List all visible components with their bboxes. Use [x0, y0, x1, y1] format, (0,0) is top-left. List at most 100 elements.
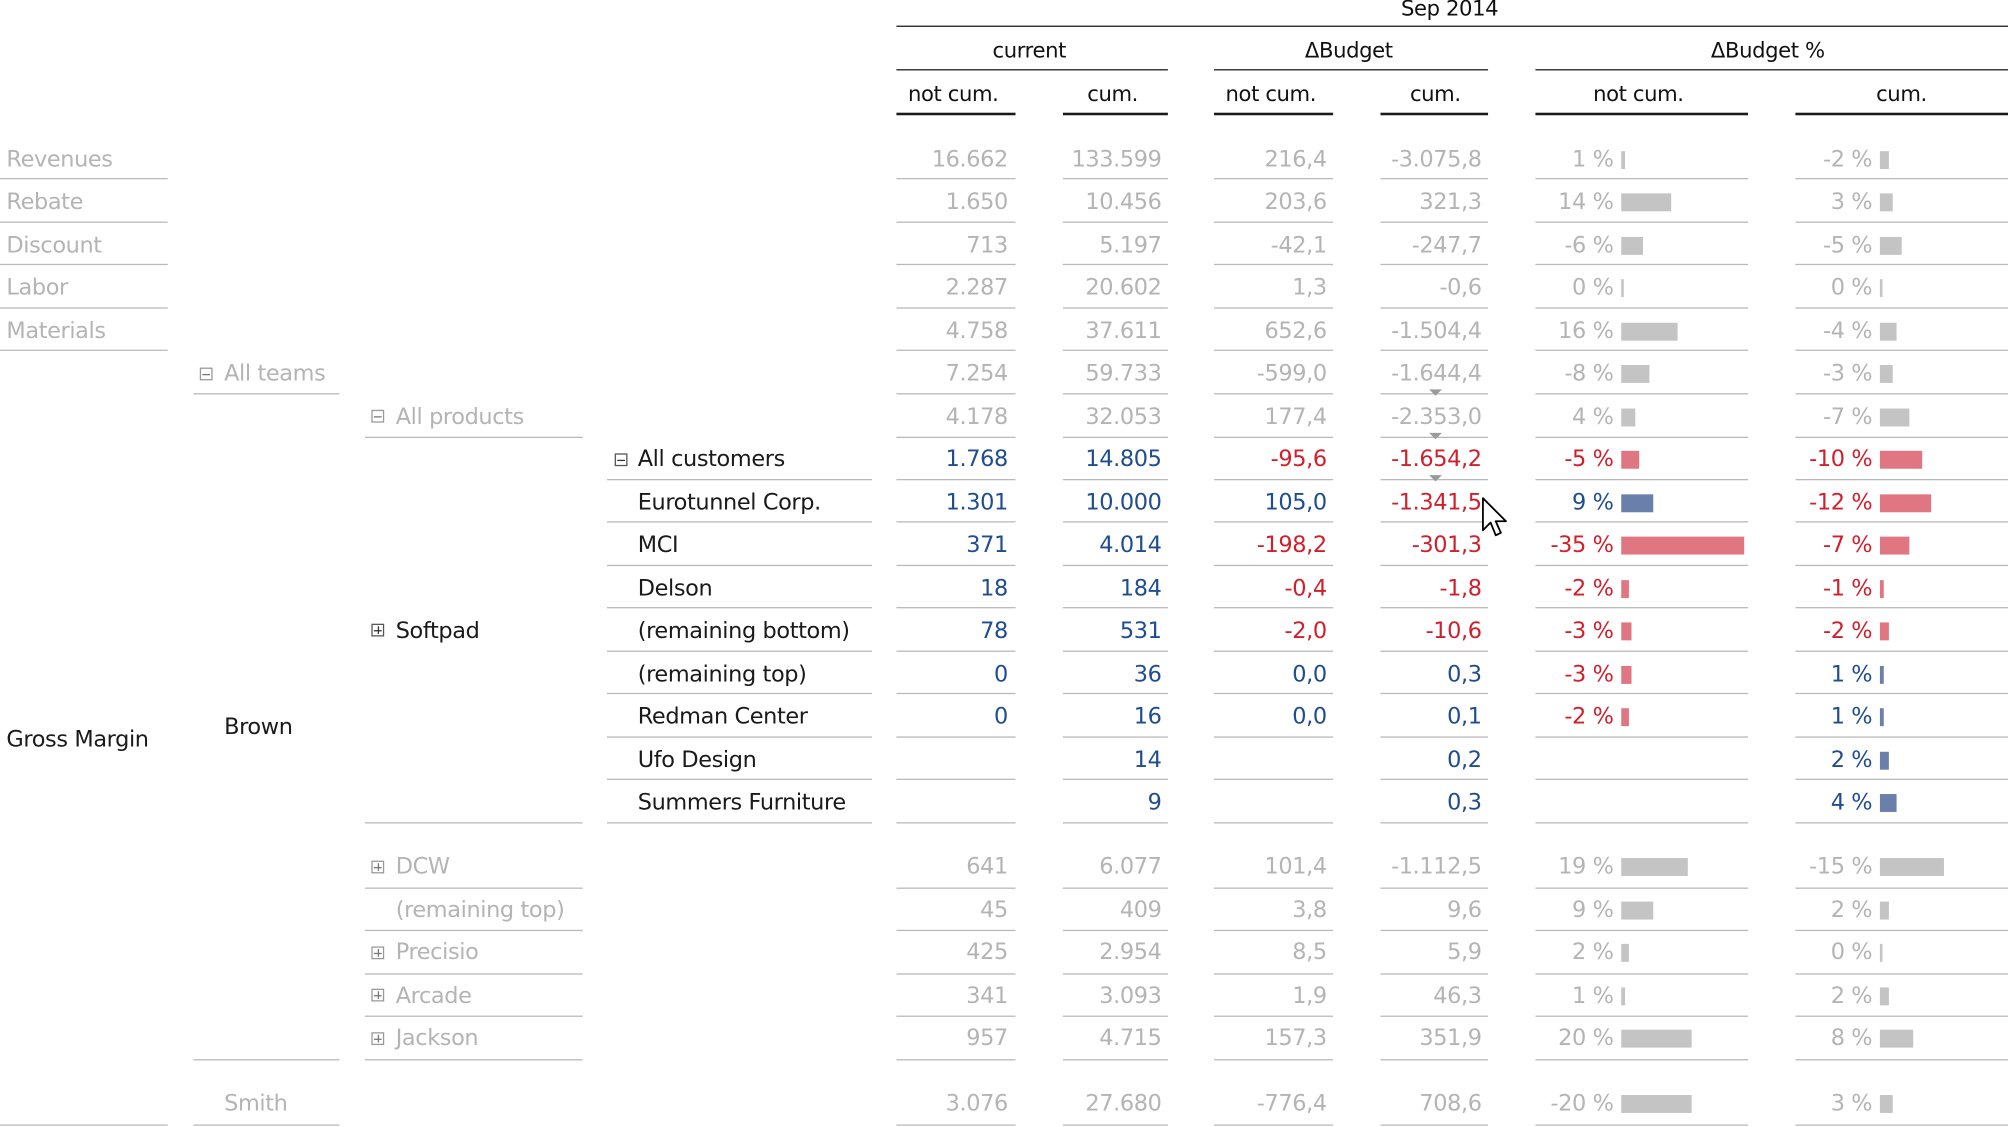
cell-divider: [1380, 822, 1489, 824]
subcol-underline: [1535, 112, 1749, 116]
cell-budget-cum: 0,3: [1447, 662, 1482, 688]
bar-budget-pct-cum: [1879, 943, 1883, 962]
collapse-all-products-icon[interactable]: [371, 409, 385, 423]
cell-current-not-cum: 341: [966, 983, 1008, 1010]
cell-divider: [1380, 263, 1489, 266]
row-divider: [607, 736, 873, 738]
cell-divider: [1535, 1015, 1749, 1017]
row-label-precisio[interactable]: Precisio: [395, 940, 479, 966]
bar-budget-pct-cum: [1879, 901, 1889, 920]
cell-budget-pct-not-cum: -8 %: [1564, 361, 1614, 387]
row-label-all-customers[interactable]: All customers: [637, 446, 786, 473]
cell-budget-cum: -2.353,0: [1391, 404, 1482, 431]
cell-divider: [1795, 887, 2008, 889]
row-divider: [364, 887, 583, 889]
row-label-smith: Smith: [224, 1091, 288, 1117]
cell-budget-not-cum: 203,6: [1264, 189, 1327, 216]
cell-divider: [1062, 1015, 1168, 1017]
cell-current-cum: 409: [1119, 897, 1162, 924]
row-divider: [0, 263, 168, 266]
cell-divider: [896, 822, 1016, 824]
row-label-materials: Materials: [6, 318, 106, 345]
bar-budget-pct-cum: [1879, 536, 1910, 555]
bar-budget-pct-cum: [1879, 450, 1923, 469]
row-label-gross-margin: Gross Margin: [6, 727, 149, 754]
group-header-current: current: [992, 38, 1067, 63]
cell-budget-pct-cum: -10 %: [1809, 446, 1873, 473]
bar-budget-pct-not-cum: [1621, 536, 1745, 555]
cell-divider: [1062, 436, 1168, 438]
cell-divider: [1214, 822, 1334, 824]
cell-current-cum: 9: [1147, 790, 1162, 816]
group-underline-delta-budget: [1214, 69, 1489, 71]
cell-current-cum: 14: [1133, 747, 1162, 774]
cell-divider: [1214, 564, 1334, 567]
group-underline-current: [896, 69, 1168, 71]
row-label-arcade[interactable]: Arcade: [395, 983, 472, 1010]
row-label-revenues: Revenues: [6, 147, 113, 173]
cell-divider: [1795, 692, 2008, 695]
cell-divider: [896, 1059, 1016, 1061]
row-divider: [193, 1059, 340, 1061]
cell-divider: [896, 607, 1016, 609]
cell-budget-not-cum: -198,2: [1256, 532, 1327, 559]
row-divider: [193, 1124, 340, 1126]
cell-divider: [1535, 778, 1749, 780]
cell-divider: [1795, 307, 2008, 309]
collapse-all-customers-icon[interactable]: [614, 453, 628, 467]
row-label-all-products[interactable]: All products: [395, 404, 525, 431]
cell-divider: [1214, 929, 1334, 932]
row-label-labor: Labor: [6, 275, 68, 301]
bar-budget-pct-cum: [1879, 708, 1885, 727]
cell-current-not-cum: 1.768: [945, 446, 1009, 473]
bar-budget-pct-cum: [1879, 751, 1889, 770]
expand-softpad-icon[interactable]: [371, 623, 385, 637]
cell-divider: [1380, 973, 1489, 975]
cell-divider: [1214, 973, 1334, 975]
bar-budget-pct-cum: [1879, 193, 1893, 212]
bar-budget-pct-not-cum: [1621, 151, 1625, 170]
cell-divider: [1062, 607, 1168, 609]
row-divider: [607, 650, 873, 652]
row-label-dcw[interactable]: DCW: [395, 854, 450, 880]
cell-divider: [1795, 564, 2008, 567]
bar-budget-pct-not-cum: [1621, 494, 1653, 513]
cell-current-not-cum: 425: [966, 940, 1008, 966]
period-header: Sep 2014: [1400, 0, 1499, 21]
cell-divider: [1062, 263, 1168, 266]
cell-budget-pct-not-cum: 16 %: [1558, 318, 1614, 345]
row-label-softpad[interactable]: Softpad: [395, 618, 480, 645]
expand-arcade-icon[interactable]: [371, 988, 385, 1002]
cell-budget-not-cum: 652,6: [1264, 318, 1327, 345]
cell-current-cum: 20.602: [1085, 275, 1162, 301]
cell-budget-pct-not-cum: -2 %: [1564, 576, 1614, 602]
cell-budget-pct-not-cum: 0 %: [1572, 275, 1614, 301]
expand-dcw-icon[interactable]: [371, 860, 385, 874]
row-divider: [0, 307, 168, 309]
cell-divider: [1214, 307, 1334, 309]
bar-budget-pct-cum: [1879, 322, 1897, 341]
collapse-all-teams-icon[interactable]: [199, 367, 213, 381]
expand-precisio-icon[interactable]: [371, 946, 385, 960]
row-label-jackson[interactable]: Jackson: [395, 1025, 479, 1052]
row-label-summers-furniture: Summers Furniture: [637, 790, 846, 816]
cell-divider: [1795, 263, 2008, 266]
cell-budget-pct-cum: 0 %: [1830, 940, 1873, 966]
cell-current-cum: 10.456: [1085, 189, 1162, 216]
cell-divider: [896, 263, 1016, 266]
marker-triangle-icon: [1429, 475, 1442, 482]
cell-divider: [1214, 778, 1334, 780]
cell-current-not-cum: 45: [980, 897, 1008, 924]
cell-divider: [1214, 1015, 1334, 1017]
cell-current-not-cum: 3.076: [945, 1091, 1009, 1117]
cell-divider: [1380, 178, 1489, 180]
expand-jackson-icon[interactable]: [371, 1032, 385, 1046]
marker-triangle-icon: [1429, 432, 1442, 440]
cell-divider: [1535, 929, 1749, 932]
row-divider: [364, 822, 583, 824]
subcol-underline: [1795, 112, 2008, 116]
row-divider: [364, 1015, 583, 1017]
row-label-all-teams[interactable]: All teams: [224, 361, 326, 387]
row-label-remaining-top-customer: (remaining top): [637, 662, 807, 688]
subcol-header-current-not-cum: not cum.: [907, 81, 999, 107]
